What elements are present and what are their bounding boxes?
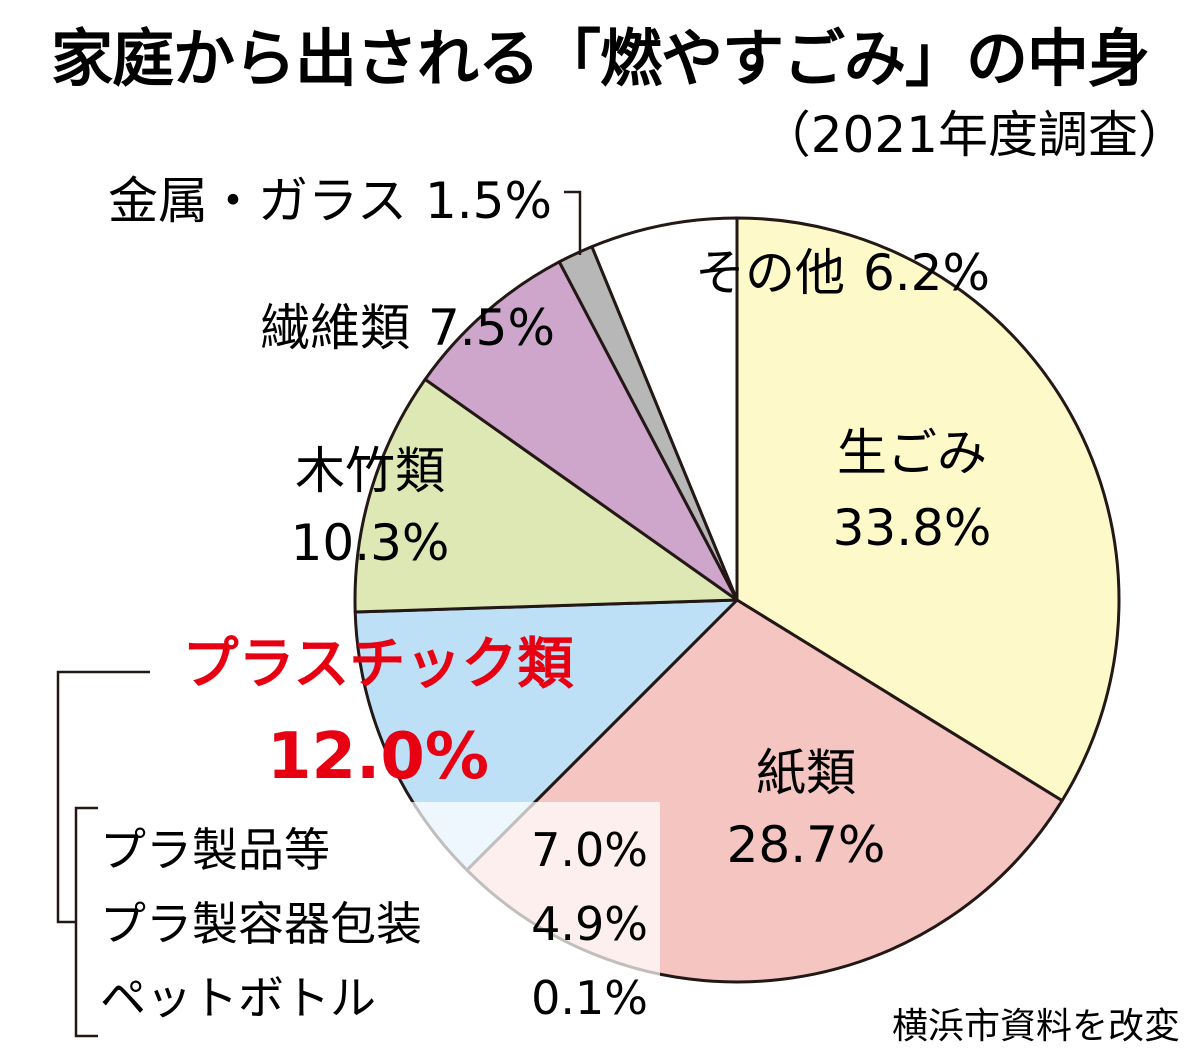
breakdown-inner-bracket [74, 806, 98, 1038]
label-plastic-value: 12.0% [267, 720, 489, 794]
breakdown-panel [78, 802, 660, 1034]
source-note: 横浜市資料を改変 [892, 1006, 1180, 1047]
label-mokuchiku-name: 木竹類 [295, 442, 445, 500]
breakdown-item-3-value: 0.1% [531, 971, 648, 1025]
chart-title: 家庭から出される「燃やすごみ」の中身 [51, 22, 1149, 95]
breakdown-item-1-name: プラ製品等 [100, 823, 330, 877]
slice-mokuchiku [353, 377, 739, 614]
label-namagomi-name: 生ごみ [837, 424, 987, 482]
label-sonota-name: その他 [695, 244, 845, 302]
label-seni-value: 7.5% [428, 299, 555, 357]
label-sonota-value: 6.2% [863, 244, 990, 302]
label-namagomi-value: 33.8% [833, 499, 992, 557]
label-kinzoku-value: 1.5% [425, 172, 552, 230]
breakdown-item-3-name: ペットボトル [100, 971, 376, 1025]
breakdown-item-2-name: プラ製容器包装 [100, 897, 422, 951]
slice-seni [423, 260, 739, 602]
breakdown-item-2-value: 4.9% [531, 897, 648, 951]
breakdown-item-1-value: 7.0% [531, 823, 648, 877]
leader-line-kinzoku [564, 190, 582, 255]
label-kami-name: 紙類 [756, 744, 856, 802]
label-mokuchiku-value: 10.3% [291, 514, 450, 572]
label-plastic-name: プラスチック類 [183, 632, 575, 697]
label-seni-name: 繊維類 [260, 299, 410, 357]
chart-subtitle: （2021年度調査） [761, 106, 1188, 164]
label-kinzoku-name: 金属・ガラス [108, 172, 407, 230]
label-kami-value: 28.7% [727, 816, 886, 874]
slice-sonota [590, 216, 739, 602]
slice-namagomi [735, 216, 1121, 803]
breakdown-outer-bracket [56, 670, 150, 924]
